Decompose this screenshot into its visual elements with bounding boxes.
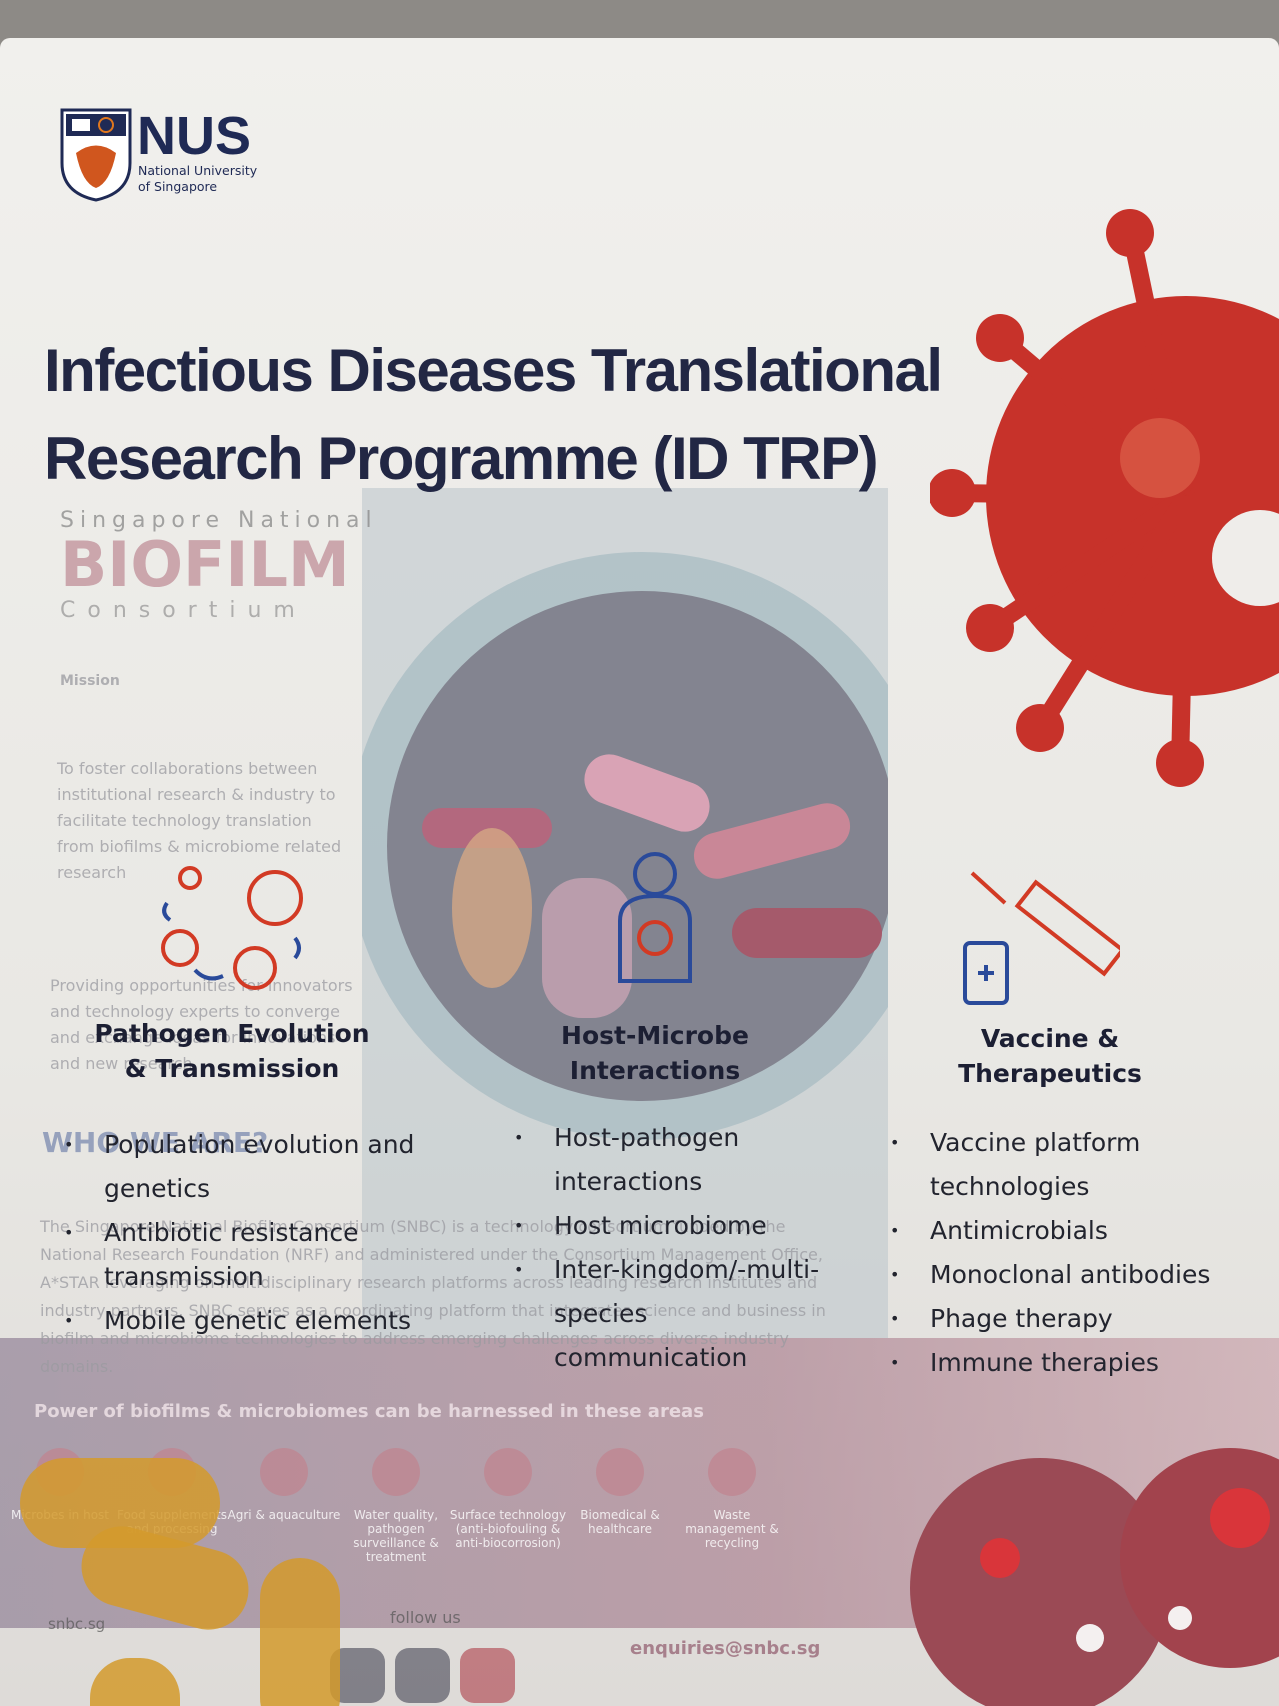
mission-heading: Mission (60, 673, 120, 689)
area-icon (260, 1448, 308, 1496)
follow: follow us (390, 1608, 461, 1627)
bullet-item: Phage therapy (890, 1297, 1270, 1341)
logo-name: NUS (137, 106, 252, 166)
area-icon (372, 1448, 420, 1496)
website: snbc.sg (48, 1615, 106, 1633)
area-icon (596, 1448, 644, 1496)
bullet-list: Vaccine platform technologiesAntimicrobi… (890, 1121, 1270, 1385)
brand-line: BIOFILM (60, 528, 350, 601)
area-label: Surface technology (anti-biofouling & an… (449, 1508, 567, 1550)
heading-line: & Transmission (124, 1054, 340, 1083)
logo-subtitle-line: National University (138, 163, 258, 178)
area-icon (708, 1448, 756, 1496)
bullet-item: Monoclonal antibodies (890, 1253, 1270, 1297)
brand-line: Consortium (60, 598, 307, 623)
bullet-item: Vaccine platform technologies (890, 1121, 1270, 1209)
bullet-item: Antimicrobials (890, 1209, 1270, 1253)
heading-line: Vaccine & (980, 1024, 1120, 1053)
logo-subtitle-line: of Singapore (138, 179, 218, 194)
column-heading: Host-Microbe Interactions (490, 1018, 820, 1088)
social-icons (330, 1648, 515, 1703)
virus-illustration (930, 209, 1279, 787)
area-icon (484, 1448, 532, 1496)
host-icon (618, 852, 692, 983)
area-label: Agri & aquaculture (227, 1508, 341, 1522)
title-line: Infectious Diseases Translational (44, 337, 943, 404)
vaccine-icon (963, 871, 1120, 1005)
bullet-item: Inter-kingdom/-multi-species communicati… (514, 1248, 834, 1380)
areas-heading: Power of biofilms & microbiomes can be h… (34, 1401, 704, 1422)
poster: Singapore National BIOFILM Consortium Mi… (0, 38, 1279, 1706)
bullet-item: Mobile genetic elements (64, 1299, 434, 1343)
area-label: Biomedical & healthcare (580, 1508, 660, 1536)
logo-subtitle: National University of Singapore (138, 163, 257, 195)
pathogen-icon (161, 866, 303, 990)
column-heading: Pathogen Evolution & Transmission (52, 1016, 412, 1086)
bullet-list: Population evolution and geneticsAntibio… (64, 1123, 434, 1343)
bullet-item: Population evolution and genetics (64, 1123, 434, 1211)
column-heading: Vaccine & Therapeutics (900, 1021, 1200, 1091)
microbe-photo (362, 552, 888, 1140)
brand-line: Singapore National (60, 508, 378, 533)
mission-text: To foster collaborations between institu… (57, 759, 342, 882)
heading-line: Pathogen Evolution (94, 1019, 370, 1048)
email: enquiries@snbc.sg (630, 1638, 821, 1659)
providing-text: Providing opportunities for innovators a… (50, 976, 353, 1073)
area-label: Waste management & recycling (685, 1508, 779, 1550)
heading-line: Therapeutics (958, 1059, 1142, 1088)
bullet-list: Host-pathogen interactionsHost microbiom… (514, 1116, 834, 1380)
area-label: Water quality, pathogen surveillance & t… (353, 1508, 439, 1564)
bullet-item: Antibiotic resistance transmission (64, 1211, 434, 1299)
decor-bottom (20, 1448, 1279, 1706)
heading-line: Interactions (569, 1056, 741, 1085)
bullet-item: Host microbiome (514, 1204, 834, 1248)
bullet-item: Host-pathogen interactions (514, 1116, 834, 1204)
nus-crest (60, 108, 132, 202)
bullet-item: Immune therapies (890, 1341, 1270, 1385)
heading-line: Host-Microbe (561, 1021, 749, 1050)
title-line: Research Programme (ID TRP) (44, 425, 879, 492)
